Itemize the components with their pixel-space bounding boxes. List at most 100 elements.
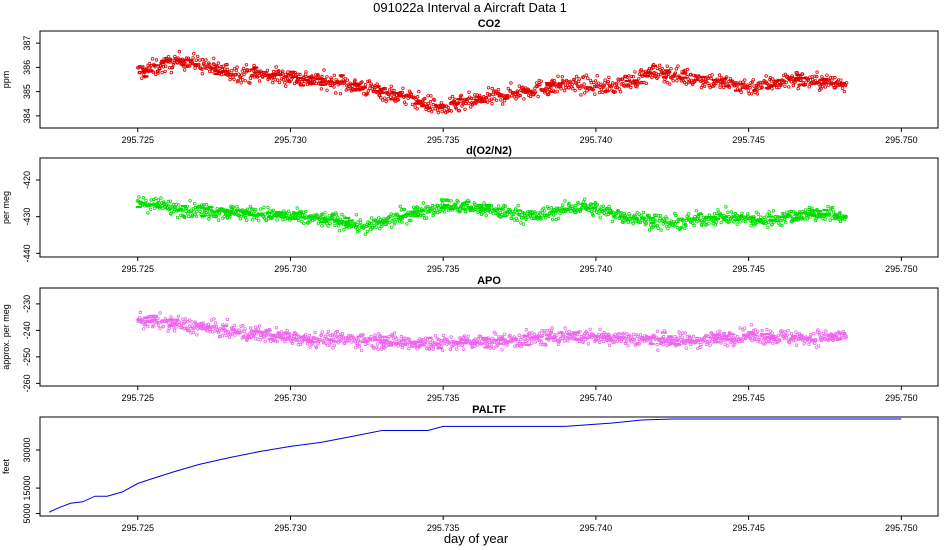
data-point — [840, 86, 845, 90]
data-point — [571, 86, 575, 91]
data-point — [682, 222, 686, 226]
data-point — [239, 329, 244, 333]
plot-frame — [39, 30, 939, 129]
data-point — [415, 94, 420, 99]
data-point — [449, 335, 453, 339]
data-point — [158, 326, 162, 331]
data-point — [242, 72, 246, 77]
panel-o2n2: d(O2/N2) per meg 295.725 295.730 295.735 295.… — [1, 145, 939, 274]
data-point — [163, 64, 168, 68]
data-point — [515, 218, 519, 223]
data-point — [509, 94, 514, 98]
data-point — [175, 215, 180, 219]
data-point — [289, 334, 294, 338]
data-point — [408, 337, 412, 342]
data-point — [243, 79, 247, 83]
data-point — [303, 333, 308, 337]
data-point — [188, 327, 193, 331]
data-point — [692, 73, 696, 78]
data-point — [521, 222, 526, 226]
data-point — [506, 86, 510, 91]
data-point — [814, 338, 818, 343]
data-point — [740, 339, 744, 343]
data-point — [256, 337, 260, 341]
data-point — [666, 226, 670, 231]
data-point — [528, 94, 533, 99]
data-point — [520, 215, 524, 220]
data-point — [159, 196, 163, 200]
data-point — [371, 346, 376, 350]
data-point — [633, 70, 637, 74]
data-point — [458, 99, 462, 104]
data-point — [719, 220, 723, 225]
data-point — [771, 209, 776, 213]
data-point — [430, 110, 434, 114]
data-point — [173, 206, 178, 210]
x-tick-label: 295.750 — [885, 523, 918, 533]
data-point — [300, 219, 304, 224]
data-point — [217, 329, 221, 333]
data-point — [684, 223, 688, 228]
data-point — [578, 86, 582, 91]
data-point — [469, 96, 473, 101]
data-point — [551, 217, 555, 222]
data-point — [238, 75, 243, 80]
data-point — [735, 222, 739, 226]
data-point — [374, 225, 378, 229]
data-point — [284, 84, 288, 88]
data-point — [442, 198, 446, 202]
data-point — [778, 338, 782, 343]
data-point — [229, 332, 233, 336]
data-point — [379, 347, 384, 351]
data-point — [488, 92, 492, 97]
data-point — [332, 85, 336, 89]
data-point — [290, 341, 295, 345]
data-point — [320, 212, 325, 216]
data-point — [557, 339, 561, 344]
data-point — [211, 325, 215, 329]
data-point — [701, 80, 705, 85]
data-point — [319, 87, 324, 91]
data-point — [738, 326, 742, 330]
data-point — [706, 81, 710, 85]
data-point — [539, 340, 543, 344]
data-point — [638, 339, 642, 343]
data-point — [586, 342, 591, 346]
data-point — [339, 338, 344, 342]
data-point — [447, 108, 452, 113]
data-point — [748, 85, 752, 90]
data-point — [658, 72, 663, 77]
data-point — [493, 340, 497, 345]
data-point — [466, 97, 470, 101]
data-point — [656, 73, 661, 77]
data-point — [354, 346, 358, 350]
data-point — [177, 49, 181, 54]
data-point — [242, 329, 247, 334]
data-point — [460, 343, 464, 348]
data-point — [556, 207, 560, 211]
data-point — [621, 220, 625, 225]
data-point — [574, 74, 579, 79]
data-point — [637, 77, 641, 81]
data-point — [222, 214, 226, 219]
data-point — [641, 210, 645, 215]
data-point — [664, 224, 669, 229]
data-point — [318, 338, 322, 342]
data-point — [177, 203, 181, 207]
data-point — [239, 214, 243, 219]
data-point — [676, 217, 681, 221]
data-point — [775, 218, 779, 222]
data-point — [308, 220, 312, 224]
data-point — [673, 71, 677, 75]
data-point — [231, 205, 235, 209]
data-point — [322, 68, 326, 72]
data-point — [261, 70, 266, 75]
data-point — [324, 341, 328, 345]
data-point — [533, 90, 538, 94]
data-point — [141, 327, 146, 331]
data-point — [783, 72, 788, 76]
data-point — [490, 101, 494, 106]
plot-frame — [39, 287, 939, 387]
data-point — [198, 58, 202, 62]
data-point — [844, 215, 848, 219]
